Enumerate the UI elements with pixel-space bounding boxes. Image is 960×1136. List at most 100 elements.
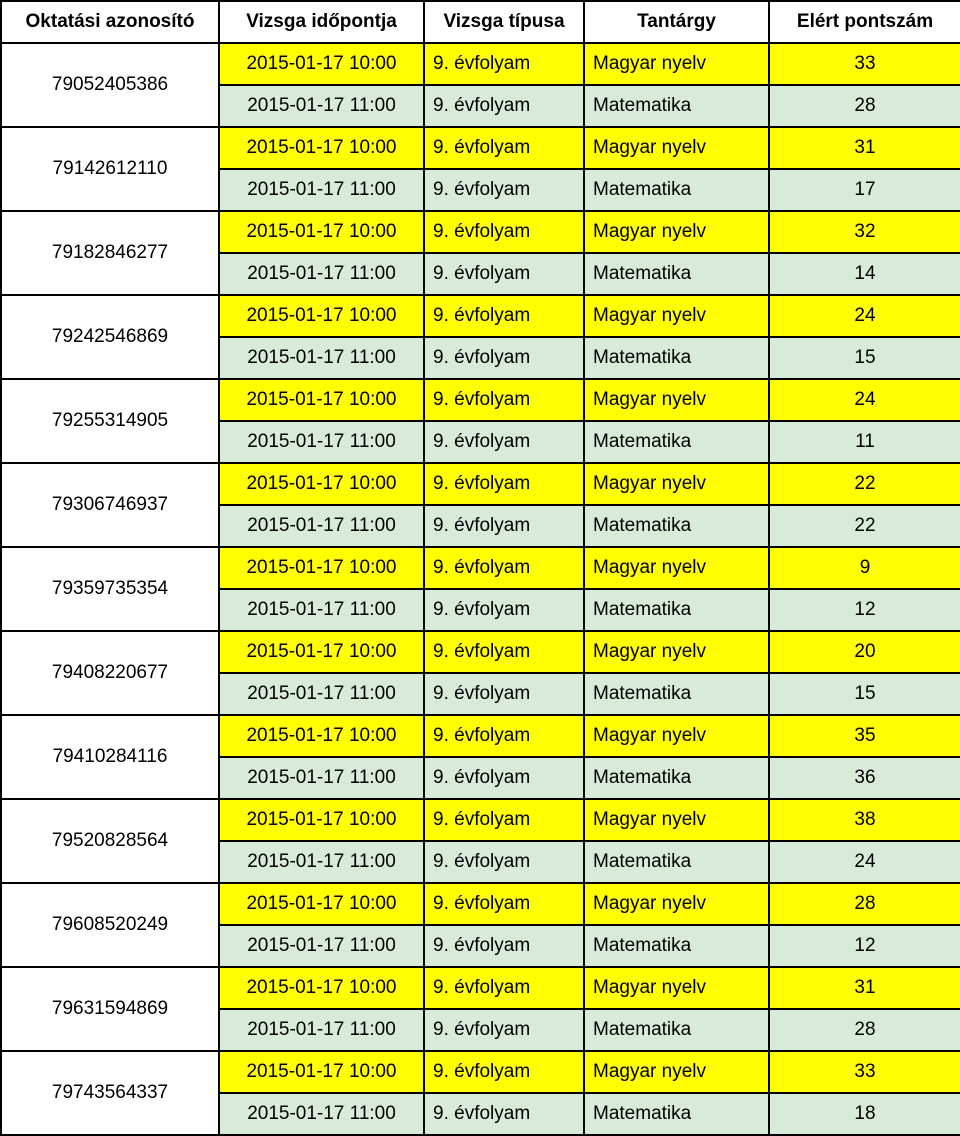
table-row: 794102841162015-01-17 10:009. évfolyamMa… bbox=[1, 715, 960, 757]
score: 14 bbox=[769, 253, 960, 295]
subject: Magyar nyelv bbox=[584, 211, 769, 253]
table-row: 796085202492015-01-17 10:009. évfolyamMa… bbox=[1, 883, 960, 925]
exam-time: 2015-01-17 10:00 bbox=[219, 295, 424, 337]
exam-type: 9. évfolyam bbox=[424, 505, 584, 547]
exam-type: 9. évfolyam bbox=[424, 337, 584, 379]
exam-time: 2015-01-17 11:00 bbox=[219, 505, 424, 547]
score: 22 bbox=[769, 463, 960, 505]
score: 24 bbox=[769, 379, 960, 421]
exam-type: 9. évfolyam bbox=[424, 85, 584, 127]
exam-time: 2015-01-17 10:00 bbox=[219, 967, 424, 1009]
exam-time: 2015-01-17 10:00 bbox=[219, 799, 424, 841]
exam-time: 2015-01-17 10:00 bbox=[219, 715, 424, 757]
subject: Magyar nyelv bbox=[584, 967, 769, 1009]
score: 15 bbox=[769, 673, 960, 715]
student-id: 79408220677 bbox=[1, 631, 219, 715]
student-id: 79142612110 bbox=[1, 127, 219, 211]
exam-type: 9. évfolyam bbox=[424, 547, 584, 589]
exam-time: 2015-01-17 10:00 bbox=[219, 379, 424, 421]
table-row: 796315948692015-01-17 10:009. évfolyamMa… bbox=[1, 967, 960, 1009]
exam-type: 9. évfolyam bbox=[424, 715, 584, 757]
exam-time: 2015-01-17 11:00 bbox=[219, 253, 424, 295]
exam-type: 9. évfolyam bbox=[424, 1009, 584, 1051]
subject: Matematika bbox=[584, 505, 769, 547]
subject: Magyar nyelv bbox=[584, 463, 769, 505]
exam-type: 9. évfolyam bbox=[424, 169, 584, 211]
exam-type: 9. évfolyam bbox=[424, 631, 584, 673]
exam-type: 9. évfolyam bbox=[424, 673, 584, 715]
score: 24 bbox=[769, 295, 960, 337]
exam-type: 9. évfolyam bbox=[424, 1051, 584, 1093]
exam-time: 2015-01-17 11:00 bbox=[219, 673, 424, 715]
exam-time: 2015-01-17 10:00 bbox=[219, 631, 424, 673]
exam-type: 9. évfolyam bbox=[424, 421, 584, 463]
subject: Magyar nyelv bbox=[584, 295, 769, 337]
score: 12 bbox=[769, 589, 960, 631]
subject: Magyar nyelv bbox=[584, 43, 769, 85]
score: 36 bbox=[769, 757, 960, 799]
subject: Matematika bbox=[584, 673, 769, 715]
score: 32 bbox=[769, 211, 960, 253]
score: 31 bbox=[769, 967, 960, 1009]
table-row: 797435643372015-01-17 10:009. évfolyamMa… bbox=[1, 1051, 960, 1093]
exam-time: 2015-01-17 11:00 bbox=[219, 337, 424, 379]
score: 18 bbox=[769, 1093, 960, 1135]
exam-type: 9. évfolyam bbox=[424, 127, 584, 169]
subject: Magyar nyelv bbox=[584, 799, 769, 841]
exam-time: 2015-01-17 11:00 bbox=[219, 589, 424, 631]
table-row: 791828462772015-01-17 10:009. évfolyamMa… bbox=[1, 211, 960, 253]
subject: Matematika bbox=[584, 85, 769, 127]
subject: Matematika bbox=[584, 1009, 769, 1051]
header-id: Oktatási azonosító bbox=[1, 1, 219, 43]
exam-time: 2015-01-17 11:00 bbox=[219, 925, 424, 967]
table-row: 795208285642015-01-17 10:009. évfolyamMa… bbox=[1, 799, 960, 841]
exam-type: 9. évfolyam bbox=[424, 925, 584, 967]
student-id: 79608520249 bbox=[1, 883, 219, 967]
subject: Matematika bbox=[584, 589, 769, 631]
score: 9 bbox=[769, 547, 960, 589]
subject: Magyar nyelv bbox=[584, 379, 769, 421]
header-time: Vizsga időpontja bbox=[219, 1, 424, 43]
exam-time: 2015-01-17 10:00 bbox=[219, 1051, 424, 1093]
table-row: 792553149052015-01-17 10:009. évfolyamMa… bbox=[1, 379, 960, 421]
results-table-container: Oktatási azonosító Vizsga időpontja Vizs… bbox=[0, 0, 960, 1136]
table-row: 793067469372015-01-17 10:009. évfolyamMa… bbox=[1, 463, 960, 505]
exam-time: 2015-01-17 11:00 bbox=[219, 757, 424, 799]
exam-type: 9. évfolyam bbox=[424, 253, 584, 295]
score: 15 bbox=[769, 337, 960, 379]
table-row: 793597353542015-01-17 10:009. évfolyamMa… bbox=[1, 547, 960, 589]
table-header: Oktatási azonosító Vizsga időpontja Vizs… bbox=[1, 1, 960, 43]
score: 12 bbox=[769, 925, 960, 967]
subject: Matematika bbox=[584, 421, 769, 463]
score: 38 bbox=[769, 799, 960, 841]
exam-time: 2015-01-17 11:00 bbox=[219, 1093, 424, 1135]
score: 28 bbox=[769, 883, 960, 925]
student-id: 79631594869 bbox=[1, 967, 219, 1051]
subject: Magyar nyelv bbox=[584, 631, 769, 673]
subject: Magyar nyelv bbox=[584, 1051, 769, 1093]
score: 24 bbox=[769, 841, 960, 883]
exam-type: 9. évfolyam bbox=[424, 967, 584, 1009]
student-id: 79182846277 bbox=[1, 211, 219, 295]
exam-type: 9. évfolyam bbox=[424, 295, 584, 337]
score: 33 bbox=[769, 1051, 960, 1093]
exam-time: 2015-01-17 11:00 bbox=[219, 169, 424, 211]
exam-time: 2015-01-17 10:00 bbox=[219, 211, 424, 253]
score: 22 bbox=[769, 505, 960, 547]
table-row: 790524053862015-01-17 10:009. évfolyamMa… bbox=[1, 43, 960, 85]
score: 20 bbox=[769, 631, 960, 673]
subject: Matematika bbox=[584, 253, 769, 295]
subject: Magyar nyelv bbox=[584, 715, 769, 757]
score: 28 bbox=[769, 85, 960, 127]
exam-type: 9. évfolyam bbox=[424, 463, 584, 505]
student-id: 79743564337 bbox=[1, 1051, 219, 1135]
exam-type: 9. évfolyam bbox=[424, 379, 584, 421]
exam-time: 2015-01-17 11:00 bbox=[219, 841, 424, 883]
student-id: 79359735354 bbox=[1, 547, 219, 631]
score: 31 bbox=[769, 127, 960, 169]
exam-time: 2015-01-17 10:00 bbox=[219, 463, 424, 505]
subject: Matematika bbox=[584, 757, 769, 799]
subject: Magyar nyelv bbox=[584, 883, 769, 925]
score: 33 bbox=[769, 43, 960, 85]
exam-type: 9. évfolyam bbox=[424, 841, 584, 883]
